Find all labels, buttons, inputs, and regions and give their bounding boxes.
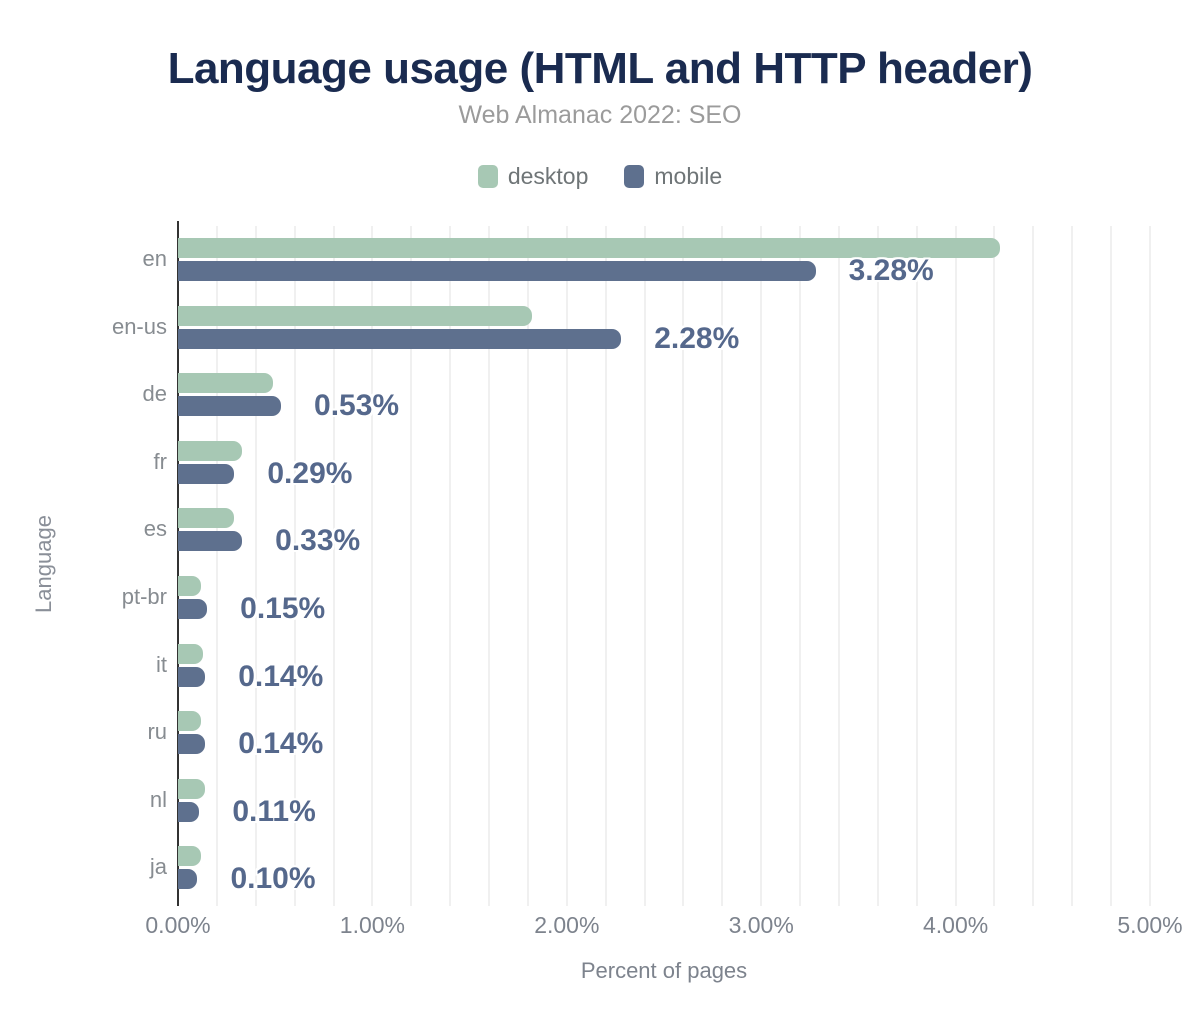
x-tick-label: 1.00% [339, 912, 405, 938]
bar-group-ja: ja 0.10% [150, 834, 1150, 902]
x-tick-label: 4.00% [922, 912, 989, 938]
bar-value-label: 0.29% [267, 456, 353, 490]
bar-value-label: 3.28% [848, 254, 934, 287]
y-axis-title: Language [31, 515, 56, 613]
gridline [1032, 226, 1035, 906]
y-tick-label: de [142, 381, 167, 407]
bar-mobile-ru[interactable] [178, 734, 206, 755]
gridline [1110, 226, 1113, 906]
bar-desktop-de[interactable] [178, 373, 274, 394]
x-tick-label: 5.00% [1117, 912, 1183, 938]
bar-mobile-pt-br[interactable] [178, 598, 208, 619]
gridline [332, 226, 335, 906]
y-tick-label: it [156, 651, 167, 677]
y-tick-label: en-us [111, 313, 167, 339]
bar-rows: en 3.28% en-us 2.28% de 0.53% fr 0.29% es 0.33% pt… [112, 226, 1150, 902]
gridline [643, 226, 646, 906]
bar-desktop-ja[interactable] [178, 846, 202, 867]
legend-item-desktop[interactable]: desktop [477, 163, 589, 190]
gridline [488, 226, 491, 906]
bar-mobile-it[interactable] [178, 666, 206, 687]
bar-desktop-ru[interactable] [178, 711, 202, 732]
gridline [254, 226, 257, 906]
bar-mobile-en[interactable] [178, 261, 816, 281]
gridline [954, 226, 957, 906]
bar-desktop-pt-br[interactable] [178, 575, 202, 596]
bar-group-fr: fr 0.29% [154, 429, 1150, 497]
y-tick-label: es [143, 516, 167, 542]
bar-desktop-en-us[interactable] [178, 305, 532, 326]
bar-group-en: en 3.28% [143, 226, 1150, 294]
plot-area: en 3.28% en-us 2.28% de 0.53% fr 0.29% es 0.33% pt… [112, 221, 1151, 906]
gridline [526, 226, 529, 906]
chart-subtitle: Web Almanac 2022: SEO [458, 101, 742, 129]
desktop-swatch-icon [477, 165, 498, 188]
legend-label-desktop: desktop [507, 163, 589, 189]
bar-desktop-nl[interactable] [178, 778, 206, 799]
gridline [565, 226, 568, 906]
bar-value-label: 0.14% [238, 659, 324, 693]
x-tick-label: 0.00% [145, 912, 211, 938]
bar-group-es: es 0.33% [144, 496, 1150, 564]
bar-group-ru: ru 0.14% [147, 699, 1150, 767]
x-axis-title: Percent of pages [580, 958, 748, 983]
bar-mobile-fr[interactable] [178, 463, 235, 484]
x-tick-label: 2.00% [534, 912, 600, 938]
gridline [293, 226, 296, 906]
gridline [837, 226, 840, 906]
bar-group-it: it 0.14% [156, 632, 1150, 700]
legend-label-mobile: mobile [654, 163, 723, 189]
gridline [682, 226, 685, 906]
y-axis-line [177, 221, 179, 906]
gridline [449, 226, 452, 906]
bar-group-de: de 0.53% [143, 361, 1150, 429]
y-tick-label: pt-br [121, 583, 167, 609]
gridline [876, 226, 879, 906]
bar-desktop-en[interactable] [178, 238, 1001, 258]
y-tick-label: ja [149, 854, 167, 880]
gridline [410, 226, 413, 906]
mobile-swatch-icon [624, 165, 645, 188]
bar-mobile-nl[interactable] [178, 801, 200, 822]
gridline [604, 226, 607, 906]
bar-group-nl: nl 0.11% [150, 767, 1150, 835]
gridline [371, 226, 374, 906]
x-axis-ticks: 0.00% 1.00% 2.00% 3.00% 4.00% 5.00% [145, 912, 1182, 942]
gridline [799, 226, 802, 906]
bar-value-label: 0.11% [232, 794, 316, 828]
bar-group-pt-br: pt-br 0.15% [122, 564, 1150, 632]
bar-mobile-de[interactable] [178, 396, 282, 417]
bar-desktop-fr[interactable] [178, 440, 243, 461]
gridline [721, 226, 724, 906]
bar-value-label: 0.14% [238, 727, 324, 761]
bar-desktop-es[interactable] [178, 508, 235, 529]
bar-desktop-it[interactable] [178, 643, 204, 664]
gridline [993, 226, 996, 906]
gridline [760, 226, 763, 906]
bar-mobile-en-us[interactable] [178, 328, 622, 349]
gridline [215, 226, 218, 906]
gridline [1071, 226, 1074, 906]
gridline [915, 226, 918, 906]
bar-value-label: 0.33% [275, 524, 361, 558]
chart-title: Language usage (HTML and HTTP header) [167, 44, 1033, 93]
x-tick-label: 3.00% [728, 912, 794, 938]
y-tick-label: fr [153, 448, 167, 474]
legend: desktop mobile [0, 163, 1200, 190]
y-tick-label: nl [149, 786, 167, 812]
y-tick-label: en [142, 246, 167, 271]
bar-mobile-es[interactable] [178, 531, 243, 552]
y-tick-label: ru [147, 719, 167, 745]
bar-value-label: 0.53% [314, 389, 400, 423]
bar-mobile-ja[interactable] [178, 869, 198, 890]
gridline [1149, 226, 1151, 906]
legend-item-mobile[interactable]: mobile [624, 163, 722, 190]
bar-value-label: 0.15% [240, 591, 326, 625]
bar-group-en-us: en-us 2.28% [112, 294, 1150, 362]
bar-value-label: 2.28% [654, 321, 740, 355]
bar-value-label: 0.10% [230, 862, 316, 896]
